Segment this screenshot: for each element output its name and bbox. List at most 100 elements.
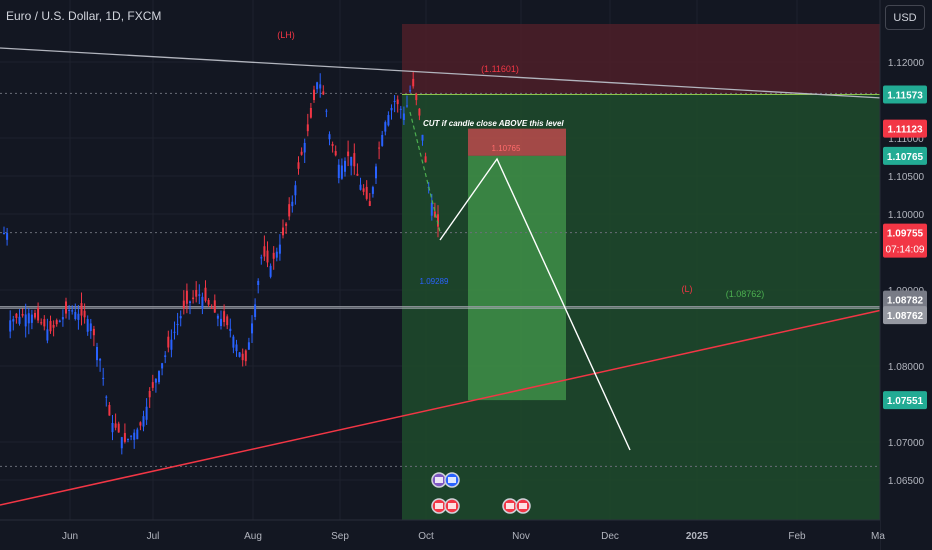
candle-body: [102, 377, 105, 380]
event-icon-flag: [435, 503, 443, 509]
candle-body: [278, 244, 281, 254]
candle-body: [201, 296, 204, 309]
y-tick-label: 1.08000: [888, 362, 925, 373]
candle-body: [189, 301, 191, 303]
price-label-badge: [883, 119, 927, 138]
candle-body: [179, 316, 182, 319]
candle-body: [192, 297, 195, 300]
candle-body: [6, 233, 9, 240]
candle-body: [254, 304, 257, 317]
candle-body: [437, 214, 439, 227]
candle-body: [27, 313, 30, 324]
candle-body: [402, 113, 405, 121]
candle-body: [148, 390, 151, 398]
candle-body: [86, 319, 89, 332]
candle-body: [89, 323, 92, 332]
candle-body: [275, 251, 278, 258]
price-label: 1.08782: [887, 296, 924, 307]
candle-body: [204, 287, 207, 301]
candle-body: [12, 319, 15, 322]
candle-body: [399, 108, 402, 110]
event-icon-flag: [448, 503, 456, 509]
candle-body: [334, 151, 337, 156]
candle-body: [241, 353, 244, 361]
candle-body: [15, 313, 18, 318]
candle-body: [223, 311, 226, 323]
candle-body: [272, 252, 275, 259]
candle-body: [412, 78, 415, 87]
candle-body: [127, 438, 129, 440]
candle-body: [306, 124, 309, 132]
x-tick-label: Oct: [418, 531, 434, 542]
chart-title: Euro / U.S. Dollar, 1D, FXCM: [6, 9, 162, 23]
candle-body: [173, 331, 176, 333]
event-icon-flag: [519, 503, 527, 509]
annotation-cut-note: CUT if candle close ABOVE this level: [423, 119, 564, 128]
projection-path: [439, 157, 631, 451]
candle-body: [68, 310, 71, 312]
candle-body: [337, 164, 340, 179]
x-tick-label: Jun: [62, 531, 78, 542]
candle-body: [136, 429, 139, 440]
candle-body: [238, 352, 241, 357]
candle-body: [418, 108, 421, 116]
candle-body: [294, 185, 297, 196]
candle-body: [18, 316, 21, 324]
candle-body: [260, 257, 263, 259]
candle-body: [3, 233, 5, 234]
candle-body: [195, 290, 198, 297]
x-tick-label: 2025: [686, 531, 709, 542]
candle-body: [74, 312, 77, 320]
annotation-target-value: (1.08762): [726, 289, 765, 299]
candle-body: [52, 324, 55, 328]
candle-body: [96, 347, 98, 361]
candle-body: [130, 435, 133, 437]
candle-body: [151, 382, 154, 388]
candle-body: [415, 93, 418, 101]
sub-target-zone: [468, 155, 566, 401]
candle-body: [167, 336, 170, 348]
candle-body: [309, 107, 312, 118]
candle-body: [21, 314, 24, 316]
candle-body: [154, 378, 157, 383]
candle-body: [185, 290, 188, 304]
candle-body: [34, 312, 36, 318]
candle-body: [145, 406, 148, 420]
stop-loss-zone: [402, 24, 882, 95]
annotation-l: (L): [682, 284, 693, 294]
candle-body: [285, 223, 288, 226]
candle-body: [282, 227, 284, 236]
y-tick-label: 1.07000: [888, 438, 925, 449]
annotation-low-value: 1.09289: [420, 277, 449, 286]
candle-body: [226, 316, 229, 326]
candle-body: [322, 91, 325, 95]
price-label-badge: [883, 223, 927, 258]
candle-body: [251, 323, 253, 334]
candle-body: [235, 344, 238, 352]
candle-body: [393, 100, 396, 102]
event-icon-flag: [448, 477, 456, 483]
event-icon-flag: [506, 503, 514, 509]
candle-body: [375, 166, 377, 179]
candle-body: [409, 90, 412, 92]
candle-body: [430, 202, 433, 216]
price-scale: [880, 0, 932, 550]
candle-body: [350, 156, 353, 166]
currency-button[interactable]: USD: [885, 5, 925, 30]
annotation-lh: (LH): [277, 30, 295, 40]
candle-body: [257, 280, 260, 286]
candle-body: [266, 250, 269, 263]
candle-body: [182, 300, 185, 309]
candle-body: [303, 142, 306, 153]
y-tick-label: 1.06500: [888, 476, 925, 487]
candle-body: [24, 314, 27, 327]
x-tick-label: Dec: [601, 531, 619, 542]
price-label: 1.09755: [887, 229, 924, 240]
time-scale: [0, 520, 880, 550]
candle-body: [43, 319, 46, 327]
candle-body: [378, 147, 381, 149]
candle-body: [139, 422, 142, 426]
candle-body: [347, 151, 350, 157]
candle-body: [362, 188, 365, 192]
